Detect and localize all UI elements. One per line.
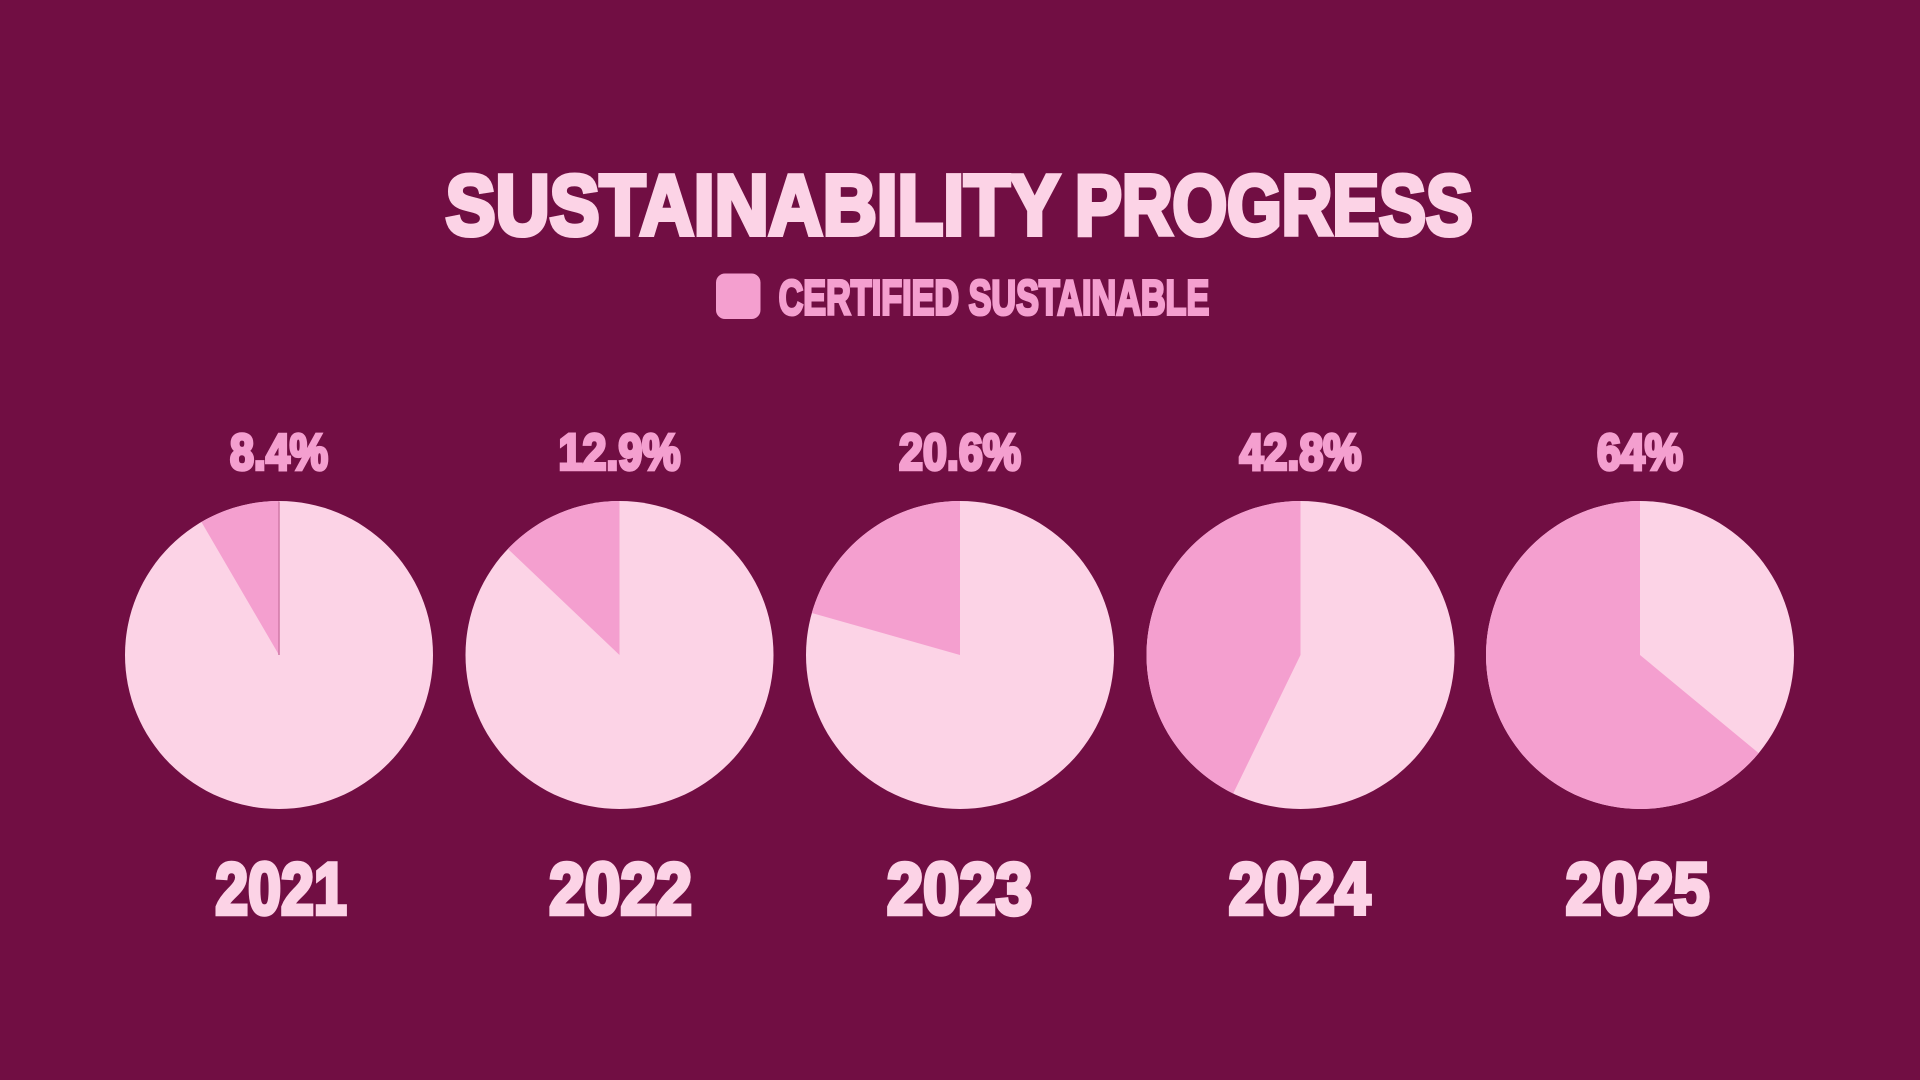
svg-text:PROGRESS: PROGRESS <box>1075 157 1473 253</box>
svg-text:2021: 2021 <box>215 849 346 931</box>
svg-text:8.4%: 8.4% <box>230 423 328 480</box>
svg-text:2022: 2022 <box>549 848 692 930</box>
svg-text:42.8%: 42.8% <box>1240 423 1362 480</box>
svg-text:2024: 2024 <box>1229 848 1371 930</box>
svg-text:64%: 64% <box>1597 423 1683 480</box>
svg-text:2023: 2023 <box>887 847 1032 929</box>
svg-text:20.6%: 20.6% <box>899 423 1021 480</box>
svg-text:SUSTAINABILITY: SUSTAINABILITY <box>446 157 1060 253</box>
svg-text:CERTIFIED SUSTAINABLE: CERTIFIED SUSTAINABLE <box>779 270 1210 325</box>
svg-text:12.9%: 12.9% <box>559 423 681 480</box>
svg-text:2025: 2025 <box>1566 847 1710 930</box>
